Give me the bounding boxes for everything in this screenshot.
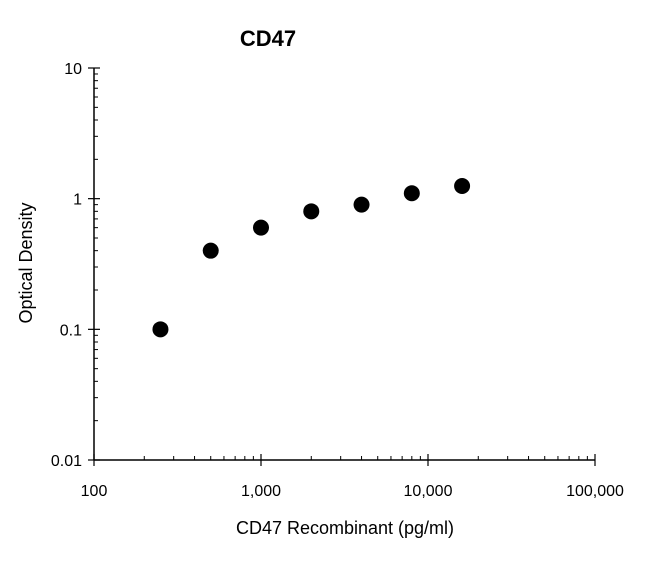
data-point (454, 178, 471, 195)
data-point (253, 219, 269, 236)
y-tick-label: 10 (64, 61, 82, 78)
tick-labels: 0.01 0.1 1 10 100 1,000 10,000 100,000 (51, 61, 624, 500)
ticks (88, 67, 596, 466)
x-tick-label: 100,000 (566, 483, 624, 500)
data-point (353, 196, 370, 213)
chart-title: CD47 (240, 26, 296, 51)
axes (93, 68, 595, 461)
y-tick-label: 0.01 (51, 453, 82, 470)
y-tick-label: 0.1 (60, 322, 82, 339)
data-point (403, 185, 420, 202)
x-axis-label: CD47 Recombinant (pg/ml) (236, 518, 454, 538)
data-points (152, 178, 471, 338)
y-tick-label: 1 (73, 192, 82, 209)
x-tick-label: 100 (81, 483, 108, 500)
y-axis-label: Optical Density (16, 202, 36, 323)
x-tick-label: 10,000 (404, 483, 453, 500)
data-point (303, 203, 320, 220)
data-point (152, 321, 169, 338)
data-point (202, 242, 219, 259)
x-tick-label: 1,000 (241, 483, 281, 500)
